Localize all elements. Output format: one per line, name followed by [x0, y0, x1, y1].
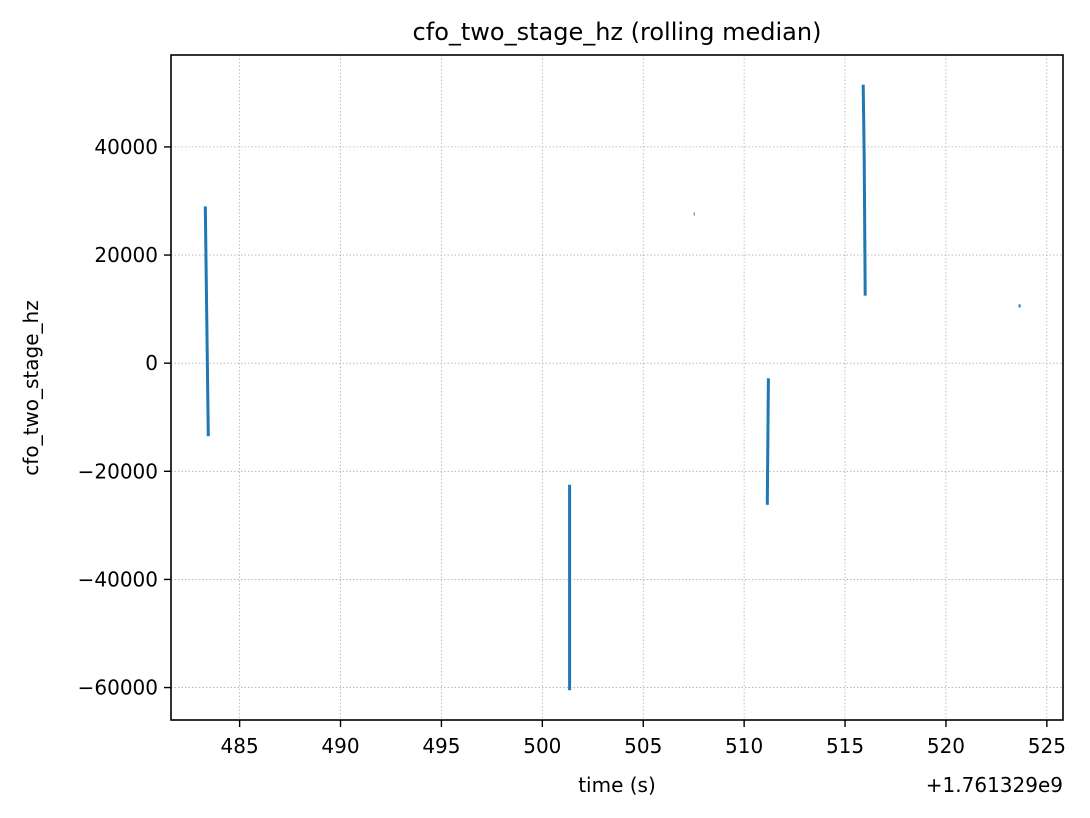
x-tick-label: 490	[321, 734, 359, 758]
x-tick-label: 485	[221, 734, 259, 758]
chart-title: cfo_two_stage_hz (rolling median)	[413, 18, 822, 46]
data-series	[203, 84, 1021, 691]
y-tick-label: 20000	[94, 243, 158, 267]
x-tick-label: 500	[523, 734, 561, 758]
y-tick-label: 40000	[94, 135, 158, 159]
series-line-segment	[765, 378, 770, 505]
x-tick-label: 525	[1028, 734, 1066, 758]
series-line-segment	[861, 84, 867, 296]
x-axis-label: time (s)	[578, 773, 656, 797]
y-tick-label: −40000	[78, 567, 158, 591]
x-tick-label: 510	[725, 734, 763, 758]
plot-frame	[170, 54, 1064, 721]
grid	[171, 55, 1063, 720]
x-tick-label: 520	[927, 734, 965, 758]
x-tick-label: 505	[624, 734, 662, 758]
x-axis-offset-label: +1.761329e9	[926, 773, 1063, 797]
y-tick-label: 0	[145, 351, 158, 375]
y-tick-label: −20000	[78, 459, 158, 483]
x-axis-ticks: 485 490 495 500 505 510 515 520 525	[221, 720, 1066, 758]
series-line-segment	[203, 206, 210, 437]
x-tick-label: 515	[826, 734, 864, 758]
y-axis-label: cfo_two_stage_hz	[19, 300, 43, 475]
x-tick-label: 495	[422, 734, 460, 758]
y-axis-ticks: −60000 −40000 −20000 0 20000 40000	[78, 135, 171, 700]
y-tick-label: −60000	[78, 676, 158, 700]
